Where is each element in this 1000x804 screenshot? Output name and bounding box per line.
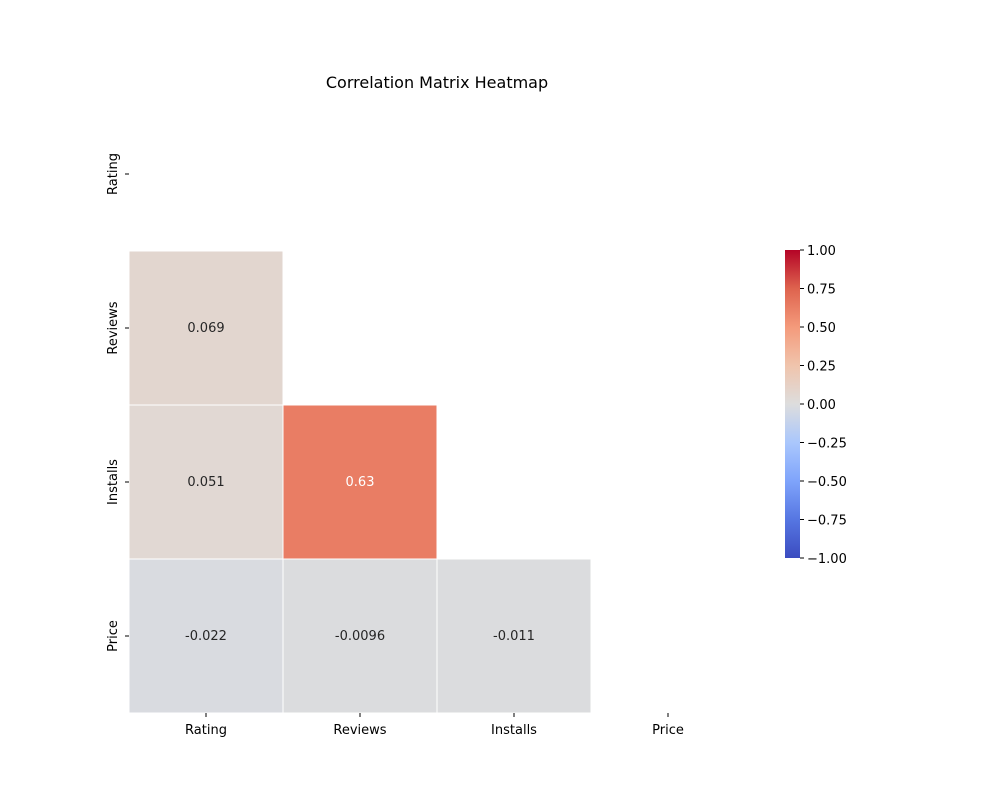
x-tick-label-reviews: Reviews (333, 723, 386, 738)
x-tick-label-rating: Rating (185, 723, 227, 738)
colorbar-tick-label: −0.50 (807, 475, 847, 490)
x-tick-label-installs: Installs (491, 723, 537, 738)
heatmap-cell-installs-rating (128, 404, 284, 560)
heatmap-cells: 0.069 0.051 0.63 -0.022 -0.0096 -0.011 (128, 250, 592, 714)
cell-label-installs-rating: 0.051 (187, 475, 224, 490)
cell-label-price-reviews: -0.0096 (335, 629, 385, 644)
heatmap-cell-price-rating (128, 558, 284, 714)
colorbar-tick-label: −0.75 (807, 514, 847, 529)
colorbar-tick-label: 0.50 (807, 321, 836, 336)
colorbar: 1.00 0.75 0.50 0.25 0.00 −0.25 −0.50 −0.75 −1.00 (785, 244, 847, 567)
colorbar-tick-label: 1.00 (807, 244, 836, 259)
cell-label-installs-reviews: 0.63 (346, 475, 375, 490)
heatmap-cell-reviews-rating (128, 250, 284, 406)
x-tick-label-price: Price (652, 723, 684, 738)
cell-label-reviews-rating: 0.069 (187, 321, 224, 336)
colorbar-tick-label: 0.75 (807, 283, 836, 298)
heatmap-axes: Rating Rating Reviews Reviews Installs Instal… (106, 153, 684, 738)
heatmap-cell-installs-reviews (282, 404, 438, 560)
colorbar-tick-label: −1.00 (807, 552, 847, 567)
y-tick-label-price: Price (106, 620, 121, 652)
y-tick-label-reviews: Reviews (106, 301, 121, 354)
cell-label-price-rating: -0.022 (185, 629, 227, 644)
colorbar-tick-label: 0.00 (807, 398, 836, 413)
colorbar-tick-label: −0.25 (807, 437, 847, 452)
heatmap-cell-price-installs (436, 558, 592, 714)
y-tick-label-rating: Rating (106, 153, 121, 195)
heatmap-cell-price-reviews (282, 558, 438, 714)
colorbar-tick-label: 0.25 (807, 360, 836, 375)
y-tick-label-installs: Installs (106, 459, 121, 505)
cell-label-price-installs: -0.011 (493, 629, 535, 644)
chart-title: Correlation Matrix Heatmap (326, 73, 548, 92)
colorbar-gradient (785, 250, 800, 558)
